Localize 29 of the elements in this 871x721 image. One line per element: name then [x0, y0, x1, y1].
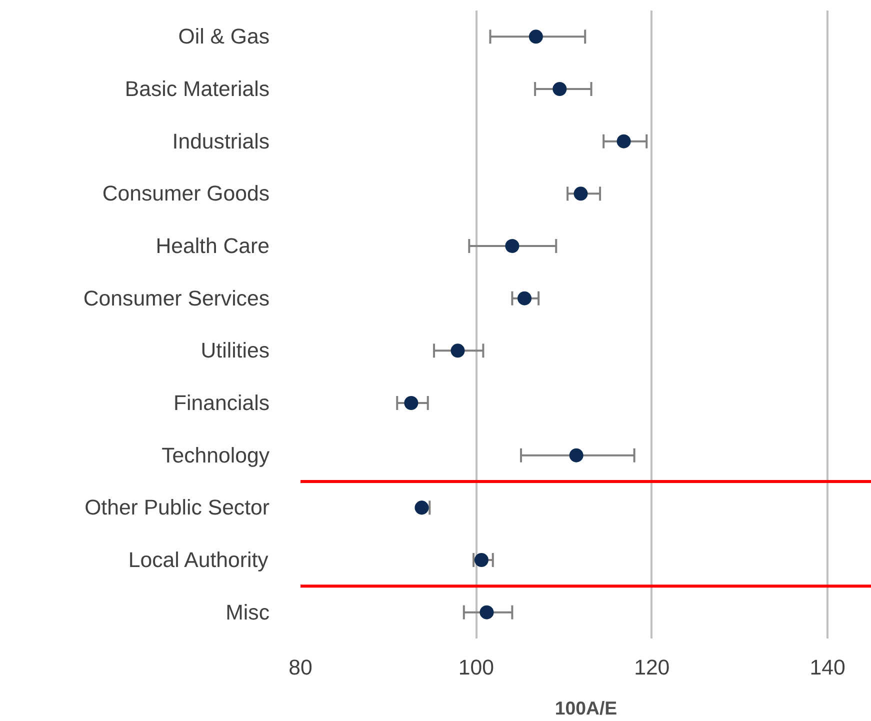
y-tick-label: Health Care: [156, 234, 270, 258]
x-axis-title: 100A/E: [554, 698, 618, 718]
y-tick-label: Utilities: [200, 338, 270, 363]
y-tick-label: Industrials: [172, 129, 270, 154]
x-tick-label: 120: [634, 656, 670, 680]
point: [480, 605, 494, 620]
y-tick-label: Technology: [162, 443, 270, 468]
x-tick-label: 80: [288, 656, 312, 680]
point: [569, 448, 584, 462]
point: [552, 82, 567, 96]
point: [404, 396, 418, 410]
y-tick-label: Financials: [173, 391, 270, 415]
point: [505, 239, 520, 253]
point: [518, 291, 532, 306]
point: [574, 186, 588, 201]
x-tick-label: 140: [810, 656, 846, 680]
y-tick-label: Basic Materials: [124, 77, 270, 101]
y-tick-label: Other Public Sector: [84, 496, 270, 520]
y-tick-label: Misc: [226, 600, 270, 624]
point: [474, 553, 488, 567]
x-tick-label: 100: [458, 656, 494, 680]
point: [414, 500, 429, 515]
point: [528, 30, 543, 44]
point: [450, 344, 465, 358]
y-tick-label: Consumer Goods: [102, 182, 270, 206]
y-tick-label: Oil & Gas: [178, 24, 270, 49]
y-tick-label: Local Authority: [128, 548, 269, 572]
y-tick-label: Consumer Services: [83, 286, 270, 310]
point: [616, 134, 631, 148]
